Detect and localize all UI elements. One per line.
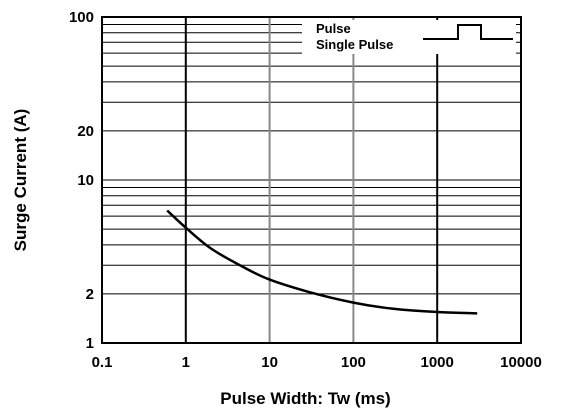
y-tick-label: 10 bbox=[77, 172, 94, 189]
x-tick-label: 1 bbox=[182, 354, 190, 371]
y-tick-label: 100 bbox=[69, 9, 94, 26]
y-tick-label: 2 bbox=[86, 286, 94, 303]
x-tick-label: 100 bbox=[341, 354, 366, 371]
y-tick-label: 20 bbox=[77, 123, 94, 140]
x-axis-title: Pulse Width: Tw (ms) bbox=[220, 389, 390, 408]
x-tick-labels: 0.1 1 10 100 1000 10000 bbox=[92, 354, 542, 371]
x-tick-label: 10000 bbox=[500, 354, 542, 371]
y-tick-labels: 1 2 10 20 100 bbox=[69, 9, 94, 352]
legend: Pulse Single Pulse bbox=[302, 20, 516, 54]
x-tick-label: 1000 bbox=[421, 354, 454, 371]
y-axis-title: Surge Current (A) bbox=[11, 109, 30, 252]
pulse-waveform-icon bbox=[423, 24, 513, 40]
grid bbox=[102, 17, 521, 343]
plot-frame bbox=[101, 16, 522, 344]
series-line-single-pulse bbox=[166, 209, 478, 315]
x-tick-label: 0.1 bbox=[92, 354, 113, 371]
y-tick-label: 1 bbox=[86, 335, 94, 352]
legend-title: Pulse bbox=[316, 21, 351, 36]
x-tick-label: 10 bbox=[261, 354, 278, 371]
legend-entry-single-pulse: Single Pulse bbox=[316, 37, 393, 52]
